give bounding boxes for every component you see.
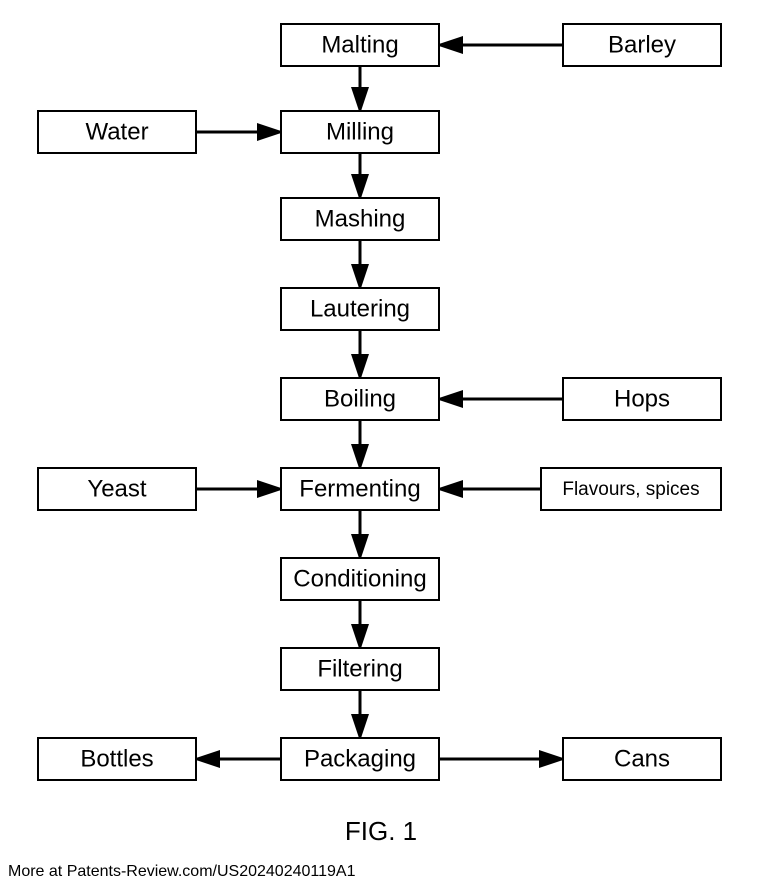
figure-caption: FIG. 1 [345, 816, 417, 846]
node-label-filtering: Filtering [317, 655, 402, 682]
node-label-malting: Malting [321, 31, 398, 58]
node-label-hops: Hops [614, 385, 670, 412]
node-label-water: Water [85, 118, 148, 145]
node-yeast: Yeast [38, 468, 196, 510]
node-label-cans: Cans [614, 745, 670, 772]
node-label-yeast: Yeast [87, 475, 147, 502]
node-barley: Barley [563, 24, 721, 66]
node-boiling: Boiling [281, 378, 439, 420]
node-filtering: Filtering [281, 648, 439, 690]
footer-text: More at Patents-Review.com/US20240240119… [8, 863, 356, 880]
node-label-mashing: Mashing [315, 205, 406, 232]
node-milling: Milling [281, 111, 439, 153]
brewing-flowchart: Malting Barley Water Milling Mashing Lauterin… [0, 0, 762, 888]
node-mashing: Mashing [281, 198, 439, 240]
node-label-milling: Milling [326, 118, 394, 145]
node-cans: Cans [563, 738, 721, 780]
node-label-bottles: Bottles [80, 745, 153, 772]
node-hops: Hops [563, 378, 721, 420]
node-malting: Malting [281, 24, 439, 66]
node-bottles: Bottles [38, 738, 196, 780]
node-label-packaging: Packaging [304, 745, 416, 772]
node-label-barley: Barley [608, 31, 676, 58]
node-packaging: Packaging [281, 738, 439, 780]
node-label-boiling: Boiling [324, 385, 396, 412]
node-label-conditioning: Conditioning [293, 565, 426, 592]
node-lautering: Lautering [281, 288, 439, 330]
node-conditioning: Conditioning [281, 558, 439, 600]
node-label-flavours: Flavours, spices [562, 479, 699, 500]
node-fermenting: Fermenting [281, 468, 439, 510]
node-flavours: Flavours, spices [541, 468, 721, 510]
node-water: Water [38, 111, 196, 153]
node-label-lautering: Lautering [310, 295, 410, 322]
node-label-fermenting: Fermenting [299, 475, 420, 502]
